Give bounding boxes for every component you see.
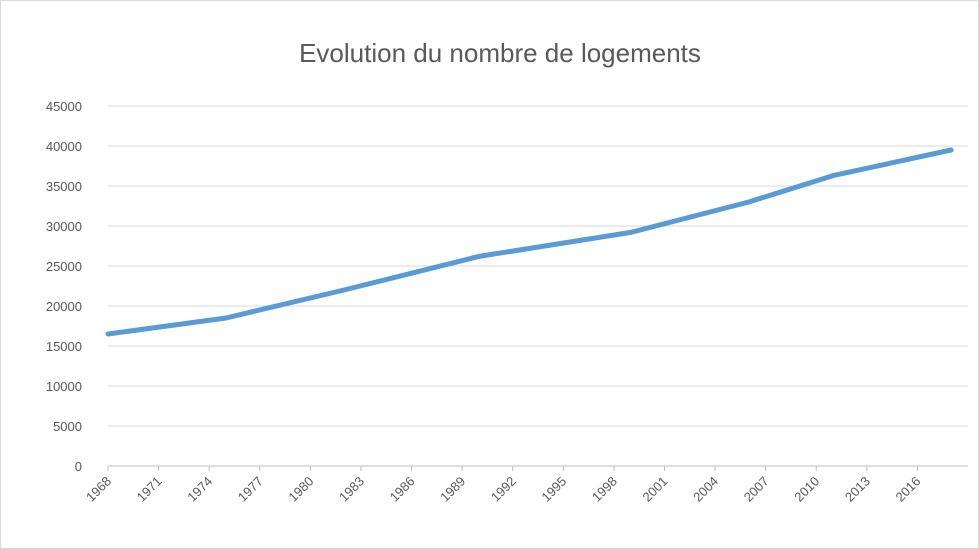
y-tick-label: 0 bbox=[75, 459, 82, 474]
y-tick-label: 45000 bbox=[46, 99, 82, 114]
y-tick-label: 10000 bbox=[46, 379, 82, 394]
y-tick-label: 20000 bbox=[46, 299, 82, 314]
y-tick-label: 15000 bbox=[46, 339, 82, 354]
chart-title: Evolution du nombre de logements bbox=[299, 38, 701, 68]
y-tick-label: 40000 bbox=[46, 139, 82, 154]
y-tick-label: 30000 bbox=[46, 219, 82, 234]
y-tick-label: 35000 bbox=[46, 179, 82, 194]
y-tick-label: 25000 bbox=[46, 259, 82, 274]
y-tick-label: 5000 bbox=[53, 419, 82, 434]
data-line bbox=[105, 147, 954, 337]
